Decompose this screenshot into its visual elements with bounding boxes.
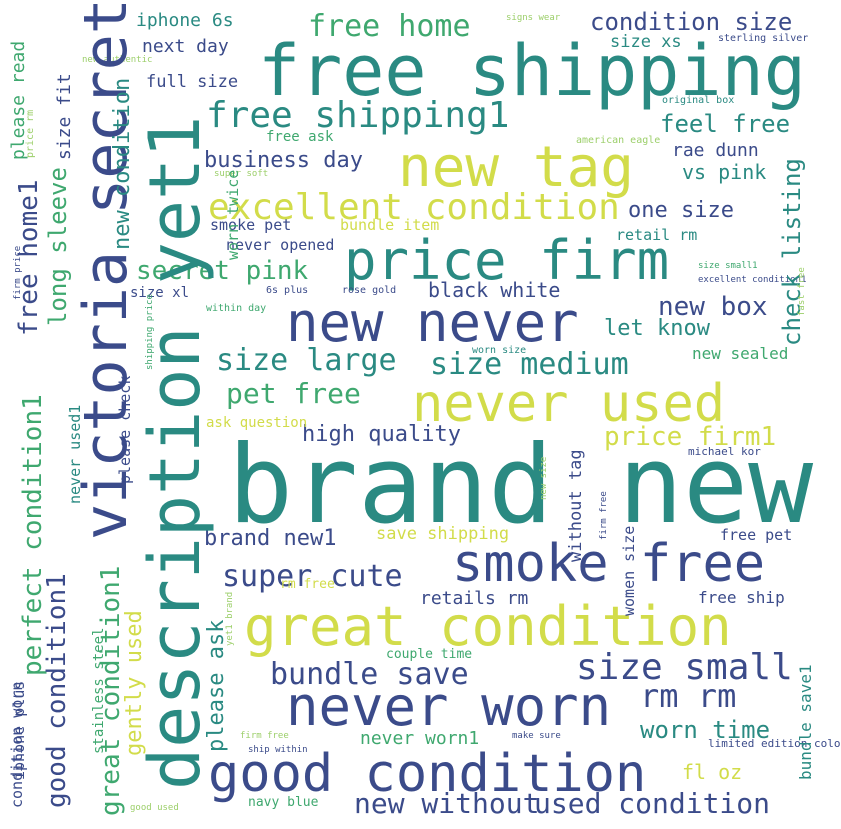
word: free ship bbox=[698, 588, 785, 607]
word: business day bbox=[204, 148, 363, 173]
word: pet free bbox=[226, 377, 361, 410]
word: yet1 brand bbox=[225, 591, 235, 646]
word: excellent condition bbox=[208, 187, 620, 228]
word: rose gold bbox=[342, 285, 397, 296]
word: size fit bbox=[54, 73, 75, 160]
word: super soft bbox=[214, 169, 269, 179]
word: new box bbox=[658, 292, 768, 322]
word: fl oz bbox=[682, 760, 743, 784]
word: fast free bbox=[797, 267, 807, 316]
word: one size bbox=[628, 198, 734, 223]
word: iphone 6s bbox=[136, 10, 234, 31]
word: rae dunn bbox=[672, 140, 759, 161]
word: new never bbox=[286, 291, 579, 354]
word: new authentic bbox=[82, 55, 153, 65]
word: worn twice bbox=[224, 169, 242, 260]
word: couple time bbox=[386, 647, 473, 662]
word: excellent condition1 bbox=[698, 275, 807, 285]
word: please check bbox=[116, 375, 134, 484]
word: within day bbox=[206, 303, 267, 314]
word: new tag bbox=[398, 135, 635, 200]
word: retails rm bbox=[420, 588, 529, 609]
word: 6s plus bbox=[266, 285, 309, 296]
word: rm free bbox=[280, 577, 335, 592]
word: bundle item bbox=[340, 216, 440, 234]
word: condition size bbox=[590, 8, 793, 36]
word: good condition bbox=[208, 744, 647, 804]
word: good used bbox=[130, 803, 179, 813]
word: new sealed bbox=[692, 344, 789, 363]
word: bundle save1 bbox=[796, 664, 815, 780]
word: size small1 bbox=[698, 261, 758, 271]
word: worn size bbox=[472, 345, 527, 356]
word: size xs bbox=[610, 32, 682, 52]
word: ask question bbox=[206, 415, 308, 431]
word: new condition bbox=[110, 77, 135, 250]
word: new size bbox=[539, 456, 549, 500]
word: description yet1 bbox=[134, 115, 216, 790]
word: ship within bbox=[248, 745, 308, 755]
word: free shipping1 bbox=[206, 95, 510, 136]
word: great condition bbox=[244, 595, 732, 658]
word: size medium bbox=[430, 347, 629, 382]
word: rm rm bbox=[640, 677, 737, 715]
word: used condition bbox=[534, 787, 771, 820]
word: limited edition color black bbox=[708, 737, 841, 750]
word: free pet bbox=[720, 526, 793, 544]
word: american eagle bbox=[576, 135, 661, 146]
word: save shipping bbox=[376, 524, 510, 544]
word: retail rm bbox=[616, 226, 698, 244]
word: firm free bbox=[599, 491, 609, 540]
word: black white bbox=[428, 278, 561, 302]
word: smoke pet bbox=[210, 216, 292, 234]
word: next day bbox=[142, 36, 229, 57]
word: condition worn bbox=[8, 681, 26, 808]
word: size xl bbox=[130, 285, 190, 301]
word: never opened bbox=[226, 236, 335, 254]
word: worn time bbox=[640, 716, 771, 744]
word: long sleeve bbox=[44, 167, 72, 326]
word: price firm bbox=[344, 229, 670, 292]
word: firm price bbox=[13, 245, 23, 300]
word: smoke free bbox=[452, 534, 766, 594]
word: original box bbox=[662, 95, 735, 106]
word: high quality bbox=[302, 422, 461, 447]
word: never used bbox=[412, 374, 726, 434]
word: secret pink bbox=[136, 256, 309, 286]
word: feel free bbox=[660, 110, 791, 138]
word: shipping price bbox=[145, 294, 155, 370]
word: super cute bbox=[222, 559, 403, 594]
word: price rm bbox=[25, 109, 36, 158]
word: never used1 bbox=[66, 404, 84, 504]
word: brand new1 bbox=[204, 526, 337, 551]
word: size small bbox=[576, 647, 793, 688]
word: bundle save bbox=[270, 657, 469, 692]
word: free shipping bbox=[258, 30, 806, 112]
word: michael kor bbox=[688, 445, 761, 458]
word: full size bbox=[146, 72, 239, 92]
word: signs wear bbox=[506, 13, 561, 23]
word: never worn1 bbox=[360, 728, 480, 749]
word: check listing bbox=[778, 158, 806, 346]
word: vs pink bbox=[682, 160, 767, 184]
word: free ask bbox=[266, 129, 334, 145]
word: stainless steel bbox=[91, 627, 107, 754]
word: new without bbox=[354, 787, 540, 820]
word: price firm1 bbox=[604, 422, 777, 452]
word: never worn bbox=[286, 675, 612, 738]
word: without tag bbox=[566, 449, 586, 562]
word: gently used bbox=[122, 610, 147, 756]
word: navy blue bbox=[248, 795, 319, 810]
word: make sure bbox=[512, 731, 561, 741]
word: let know bbox=[604, 316, 710, 341]
word: women size bbox=[620, 525, 638, 616]
word: size large bbox=[216, 343, 397, 378]
word: sterling silver bbox=[718, 33, 809, 44]
word: free home bbox=[308, 9, 471, 44]
word: firm free bbox=[240, 731, 289, 741]
word: good condition1 bbox=[42, 573, 72, 808]
word: brand new bbox=[228, 423, 814, 548]
